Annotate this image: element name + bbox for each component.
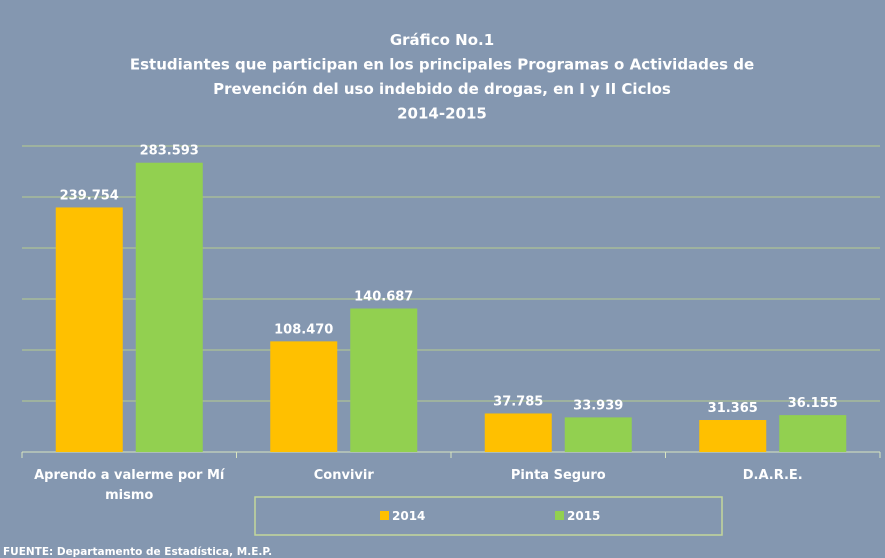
bar (135, 162, 203, 452)
chart-title: Prevención del uso indebido de drogas, e… (213, 80, 671, 98)
legend-label: 2015 (567, 509, 600, 523)
data-label: 37.785 (493, 394, 543, 409)
bar (564, 417, 632, 452)
legend-swatch (380, 511, 389, 520)
bar (350, 308, 418, 452)
bar (779, 415, 847, 452)
data-label: 140.687 (354, 289, 413, 304)
legend-label: 2014 (392, 509, 425, 523)
data-label: 36.155 (788, 396, 838, 411)
chart-title: Gráfico No.1 (390, 31, 494, 49)
data-label: 283.593 (140, 144, 199, 159)
bar (484, 413, 552, 452)
source: FUENTE: Departamento de Estadística, M.E… (3, 546, 272, 558)
data-label: 33.939 (573, 398, 623, 413)
x-tick-label: Pinta Seguro (510, 468, 606, 483)
chart-title: 2014-2015 (397, 105, 487, 123)
bar (270, 341, 338, 452)
chart-title: Estudiantes que participan en los princi… (130, 56, 754, 74)
bar (55, 207, 123, 452)
data-label: 239.754 (60, 188, 119, 203)
data-label: 31.365 (708, 401, 758, 416)
data-label: 108.470 (274, 322, 333, 337)
x-tick-label: Convivir (313, 468, 374, 483)
x-tick-label: Aprendo a valerme por Mí mismo (34, 468, 225, 503)
legend-swatch (555, 511, 564, 520)
x-tick-label: D.A.R.E. (742, 468, 803, 483)
legend-box (254, 496, 723, 536)
bar (699, 420, 767, 452)
